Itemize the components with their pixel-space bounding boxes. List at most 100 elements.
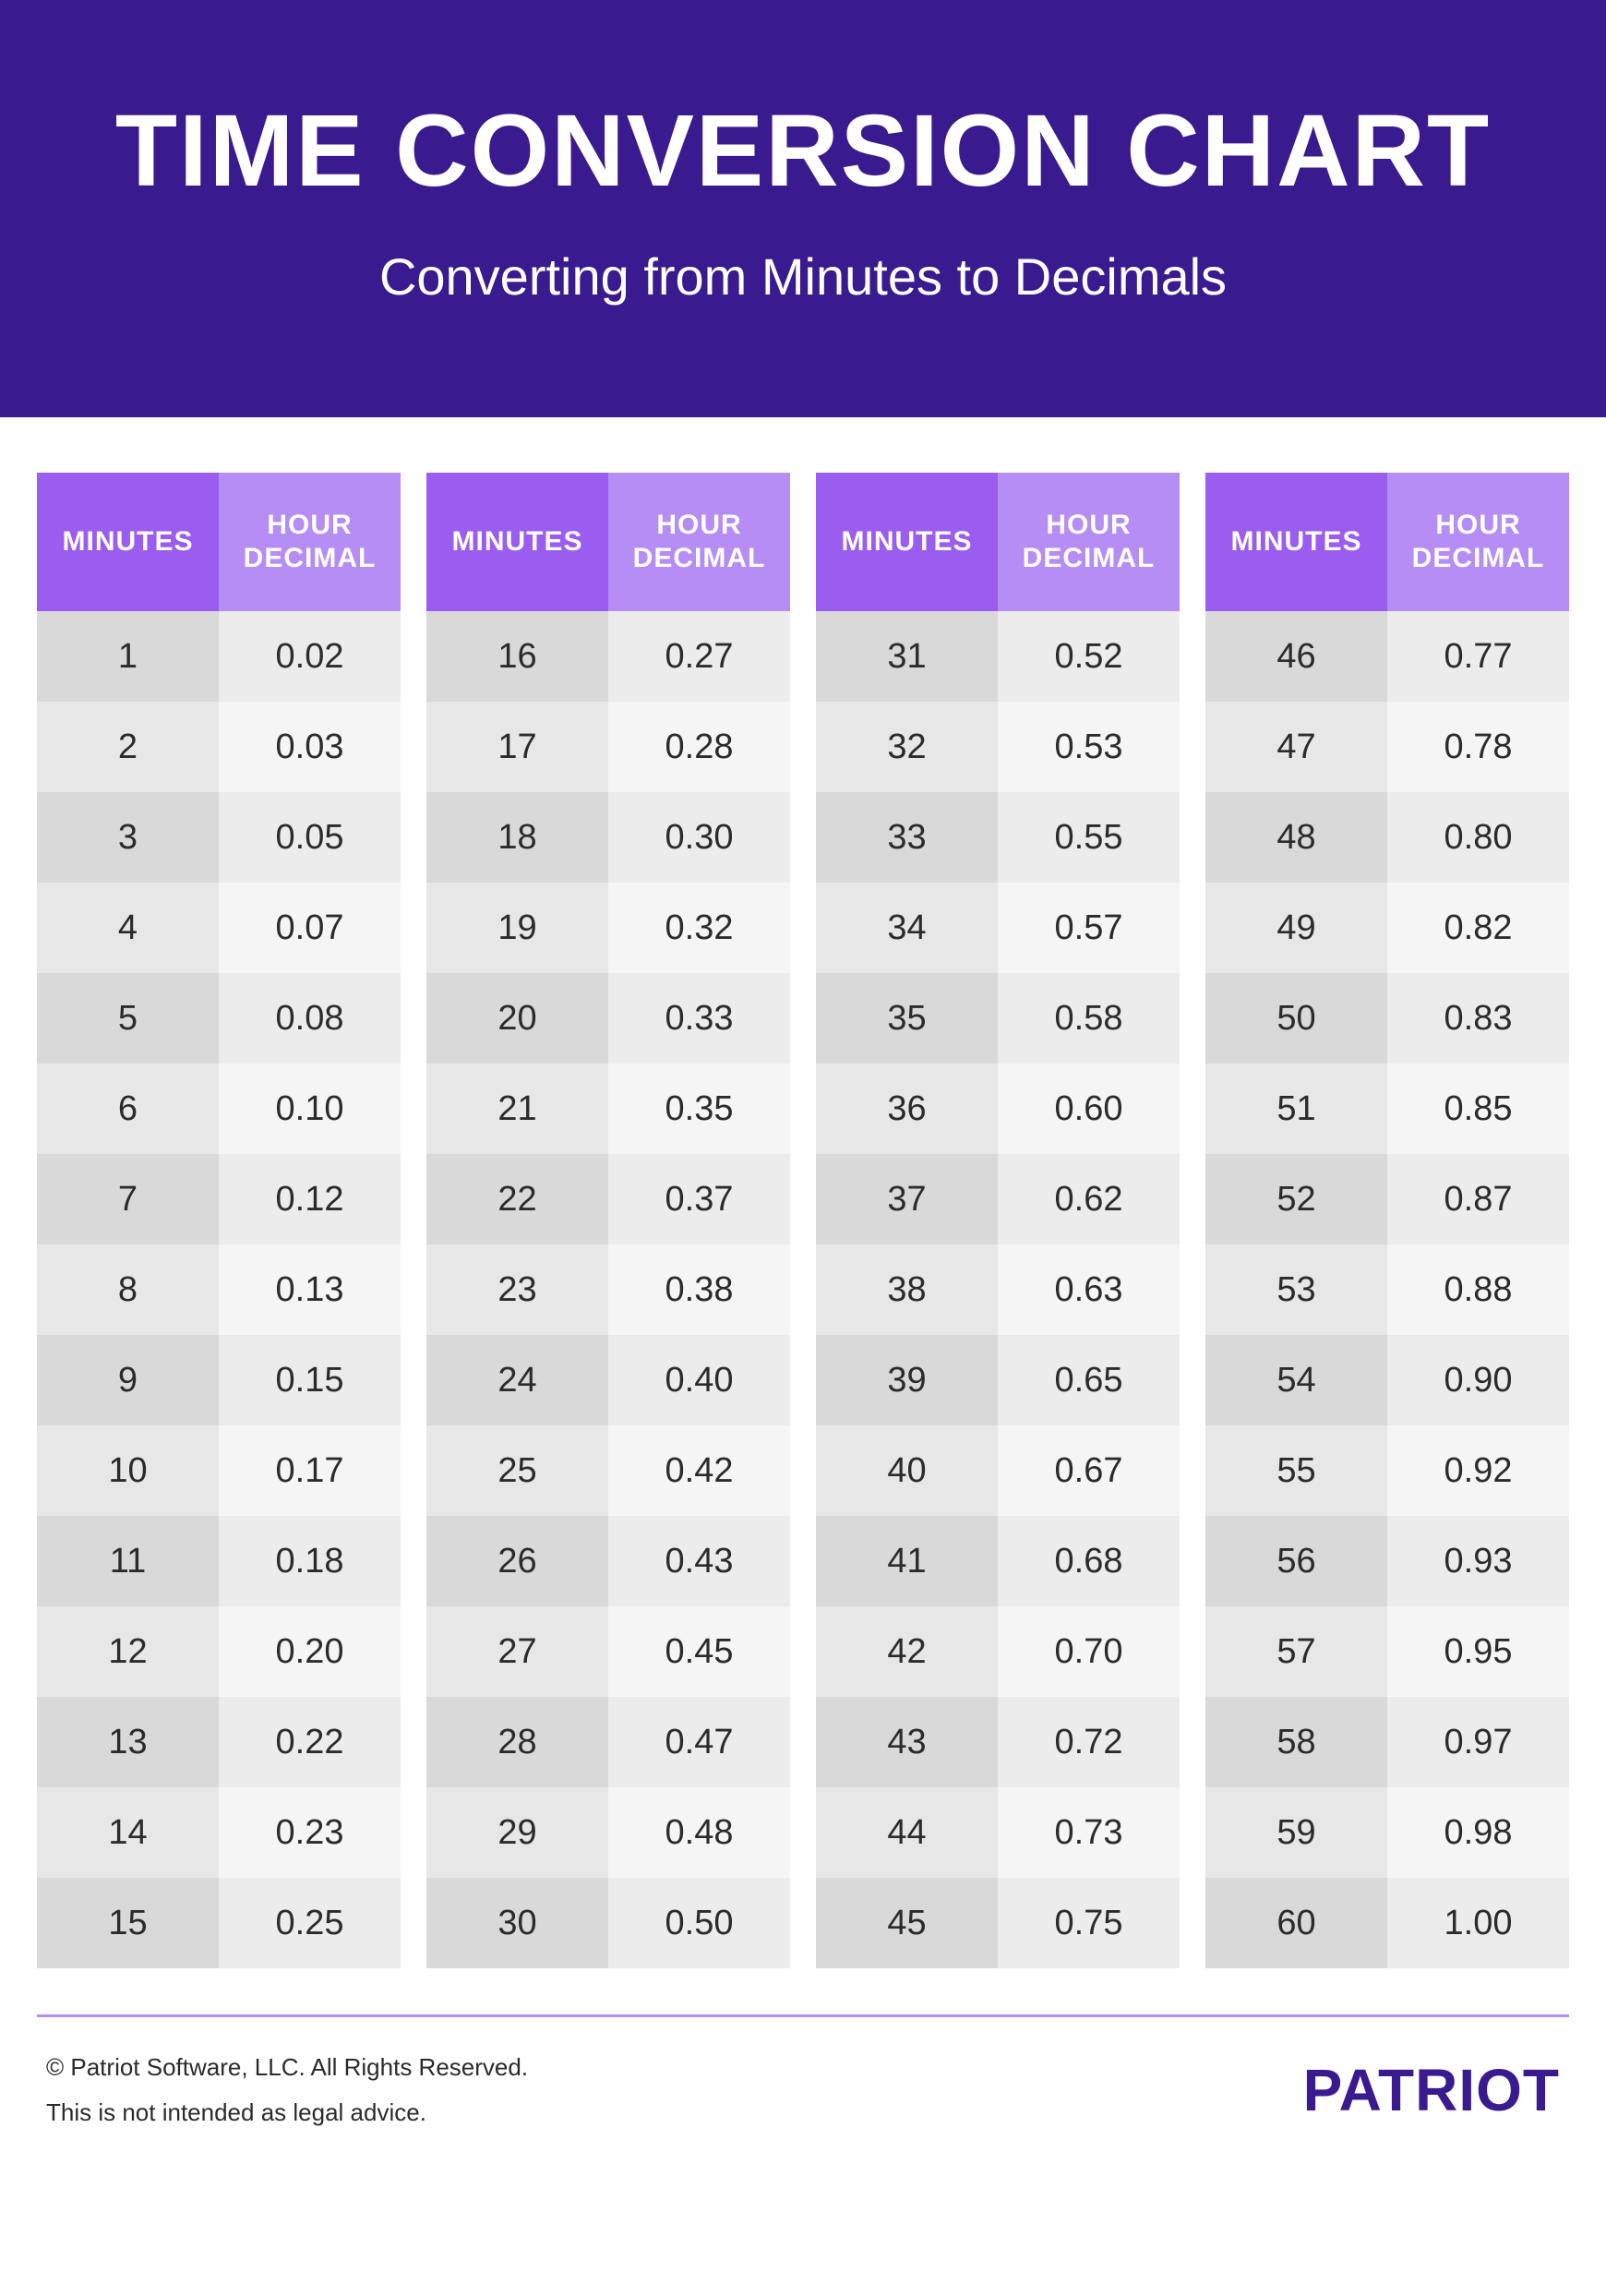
cell-minutes: 5 [37, 973, 219, 1064]
cell-decimal: 0.93 [1387, 1516, 1569, 1606]
table-row: 110.18 [37, 1516, 401, 1606]
table-row: 80.13 [37, 1244, 401, 1335]
header: TIME CONVERSION CHART Converting from Mi… [0, 0, 1606, 417]
table-row: 310.52 [816, 611, 1180, 702]
cell-minutes: 42 [816, 1606, 998, 1697]
cell-minutes: 19 [426, 883, 608, 973]
cell-decimal: 0.50 [608, 1878, 790, 1968]
cell-minutes: 7 [37, 1154, 219, 1244]
table-row: 170.28 [426, 702, 790, 792]
cell-decimal: 0.58 [998, 973, 1180, 1064]
table-row: 290.48 [426, 1787, 790, 1878]
cell-minutes: 23 [426, 1244, 608, 1335]
cell-minutes: 37 [816, 1154, 998, 1244]
cell-minutes: 3 [37, 792, 219, 883]
table-row: 190.32 [426, 883, 790, 973]
cell-decimal: 0.37 [608, 1154, 790, 1244]
table-header-row: MINUTESHOUR DECIMAL [816, 473, 1180, 611]
table-row: 480.80 [1205, 792, 1569, 883]
table-row: 10.02 [37, 611, 401, 702]
table-row: 360.60 [816, 1064, 1180, 1154]
table-row: 270.45 [426, 1606, 790, 1697]
cell-minutes: 59 [1205, 1787, 1387, 1878]
cell-decimal: 0.67 [998, 1425, 1180, 1516]
table-row: 240.40 [426, 1335, 790, 1425]
cell-decimal: 0.28 [608, 702, 790, 792]
table-row: 400.67 [816, 1425, 1180, 1516]
table-header-row: MINUTESHOUR DECIMAL [1205, 473, 1569, 611]
cell-minutes: 45 [816, 1878, 998, 1968]
column-header-decimal: HOUR DECIMAL [998, 473, 1180, 611]
cell-minutes: 26 [426, 1516, 608, 1606]
cell-decimal: 0.07 [219, 883, 401, 973]
table-row: 370.62 [816, 1154, 1180, 1244]
cell-decimal: 0.83 [1387, 973, 1569, 1064]
table-row: 470.78 [1205, 702, 1569, 792]
footer-logo: PATRIOT [1303, 2056, 1560, 2124]
cell-minutes: 38 [816, 1244, 998, 1335]
cell-minutes: 57 [1205, 1606, 1387, 1697]
cell-decimal: 0.95 [1387, 1606, 1569, 1697]
table-row: 120.20 [37, 1606, 401, 1697]
table-row: 320.53 [816, 702, 1180, 792]
column-header-decimal: HOUR DECIMAL [1387, 473, 1569, 611]
page-subtitle: Converting from Minutes to Decimals [37, 246, 1569, 307]
table-row: 90.15 [37, 1335, 401, 1425]
table-row: 560.93 [1205, 1516, 1569, 1606]
column-header-minutes: MINUTES [37, 473, 219, 611]
table-row: 500.83 [1205, 973, 1569, 1064]
table-header-row: MINUTESHOUR DECIMAL [426, 473, 790, 611]
cell-decimal: 0.20 [219, 1606, 401, 1697]
column-header-minutes: MINUTES [426, 473, 608, 611]
cell-decimal: 0.17 [219, 1425, 401, 1516]
cell-decimal: 0.38 [608, 1244, 790, 1335]
cell-decimal: 0.27 [608, 611, 790, 702]
cell-minutes: 48 [1205, 792, 1387, 883]
cell-decimal: 0.68 [998, 1516, 1180, 1606]
cell-minutes: 2 [37, 702, 219, 792]
table-row: 530.88 [1205, 1244, 1569, 1335]
cell-decimal: 0.98 [1387, 1787, 1569, 1878]
footer-disclaimer: This is not intended as legal advice. [46, 2090, 528, 2135]
cell-decimal: 0.32 [608, 883, 790, 973]
cell-decimal: 0.63 [998, 1244, 1180, 1335]
cell-minutes: 22 [426, 1154, 608, 1244]
table-row: 160.27 [426, 611, 790, 702]
cell-decimal: 0.25 [219, 1878, 401, 1968]
table-row: 440.73 [816, 1787, 1180, 1878]
cell-minutes: 11 [37, 1516, 219, 1606]
cell-minutes: 8 [37, 1244, 219, 1335]
cell-decimal: 0.75 [998, 1878, 1180, 1968]
table-row: 150.25 [37, 1878, 401, 1968]
column-header-minutes: MINUTES [816, 473, 998, 611]
table-row: 250.42 [426, 1425, 790, 1516]
table-row: 450.75 [816, 1878, 1180, 1968]
table-row: 420.70 [816, 1606, 1180, 1697]
cell-minutes: 31 [816, 611, 998, 702]
table-row: 340.57 [816, 883, 1180, 973]
table-row: 210.35 [426, 1064, 790, 1154]
cell-decimal: 0.43 [608, 1516, 790, 1606]
table-row: 200.33 [426, 973, 790, 1064]
cell-decimal: 0.47 [608, 1697, 790, 1787]
table-row: 350.58 [816, 973, 1180, 1064]
cell-minutes: 14 [37, 1787, 219, 1878]
cell-minutes: 6 [37, 1064, 219, 1154]
cell-decimal: 0.65 [998, 1335, 1180, 1425]
cell-minutes: 55 [1205, 1425, 1387, 1516]
column-header-decimal: HOUR DECIMAL [219, 473, 401, 611]
table-row: 460.77 [1205, 611, 1569, 702]
cell-minutes: 35 [816, 973, 998, 1064]
cell-minutes: 12 [37, 1606, 219, 1697]
cell-minutes: 51 [1205, 1064, 1387, 1154]
cell-minutes: 18 [426, 792, 608, 883]
table-row: 140.23 [37, 1787, 401, 1878]
cell-minutes: 44 [816, 1787, 998, 1878]
table-row: 260.43 [426, 1516, 790, 1606]
table-row: 540.90 [1205, 1335, 1569, 1425]
cell-minutes: 60 [1205, 1878, 1387, 1968]
page-title: TIME CONVERSION CHART [37, 92, 1569, 210]
cell-minutes: 27 [426, 1606, 608, 1697]
cell-decimal: 0.85 [1387, 1064, 1569, 1154]
cell-minutes: 58 [1205, 1697, 1387, 1787]
